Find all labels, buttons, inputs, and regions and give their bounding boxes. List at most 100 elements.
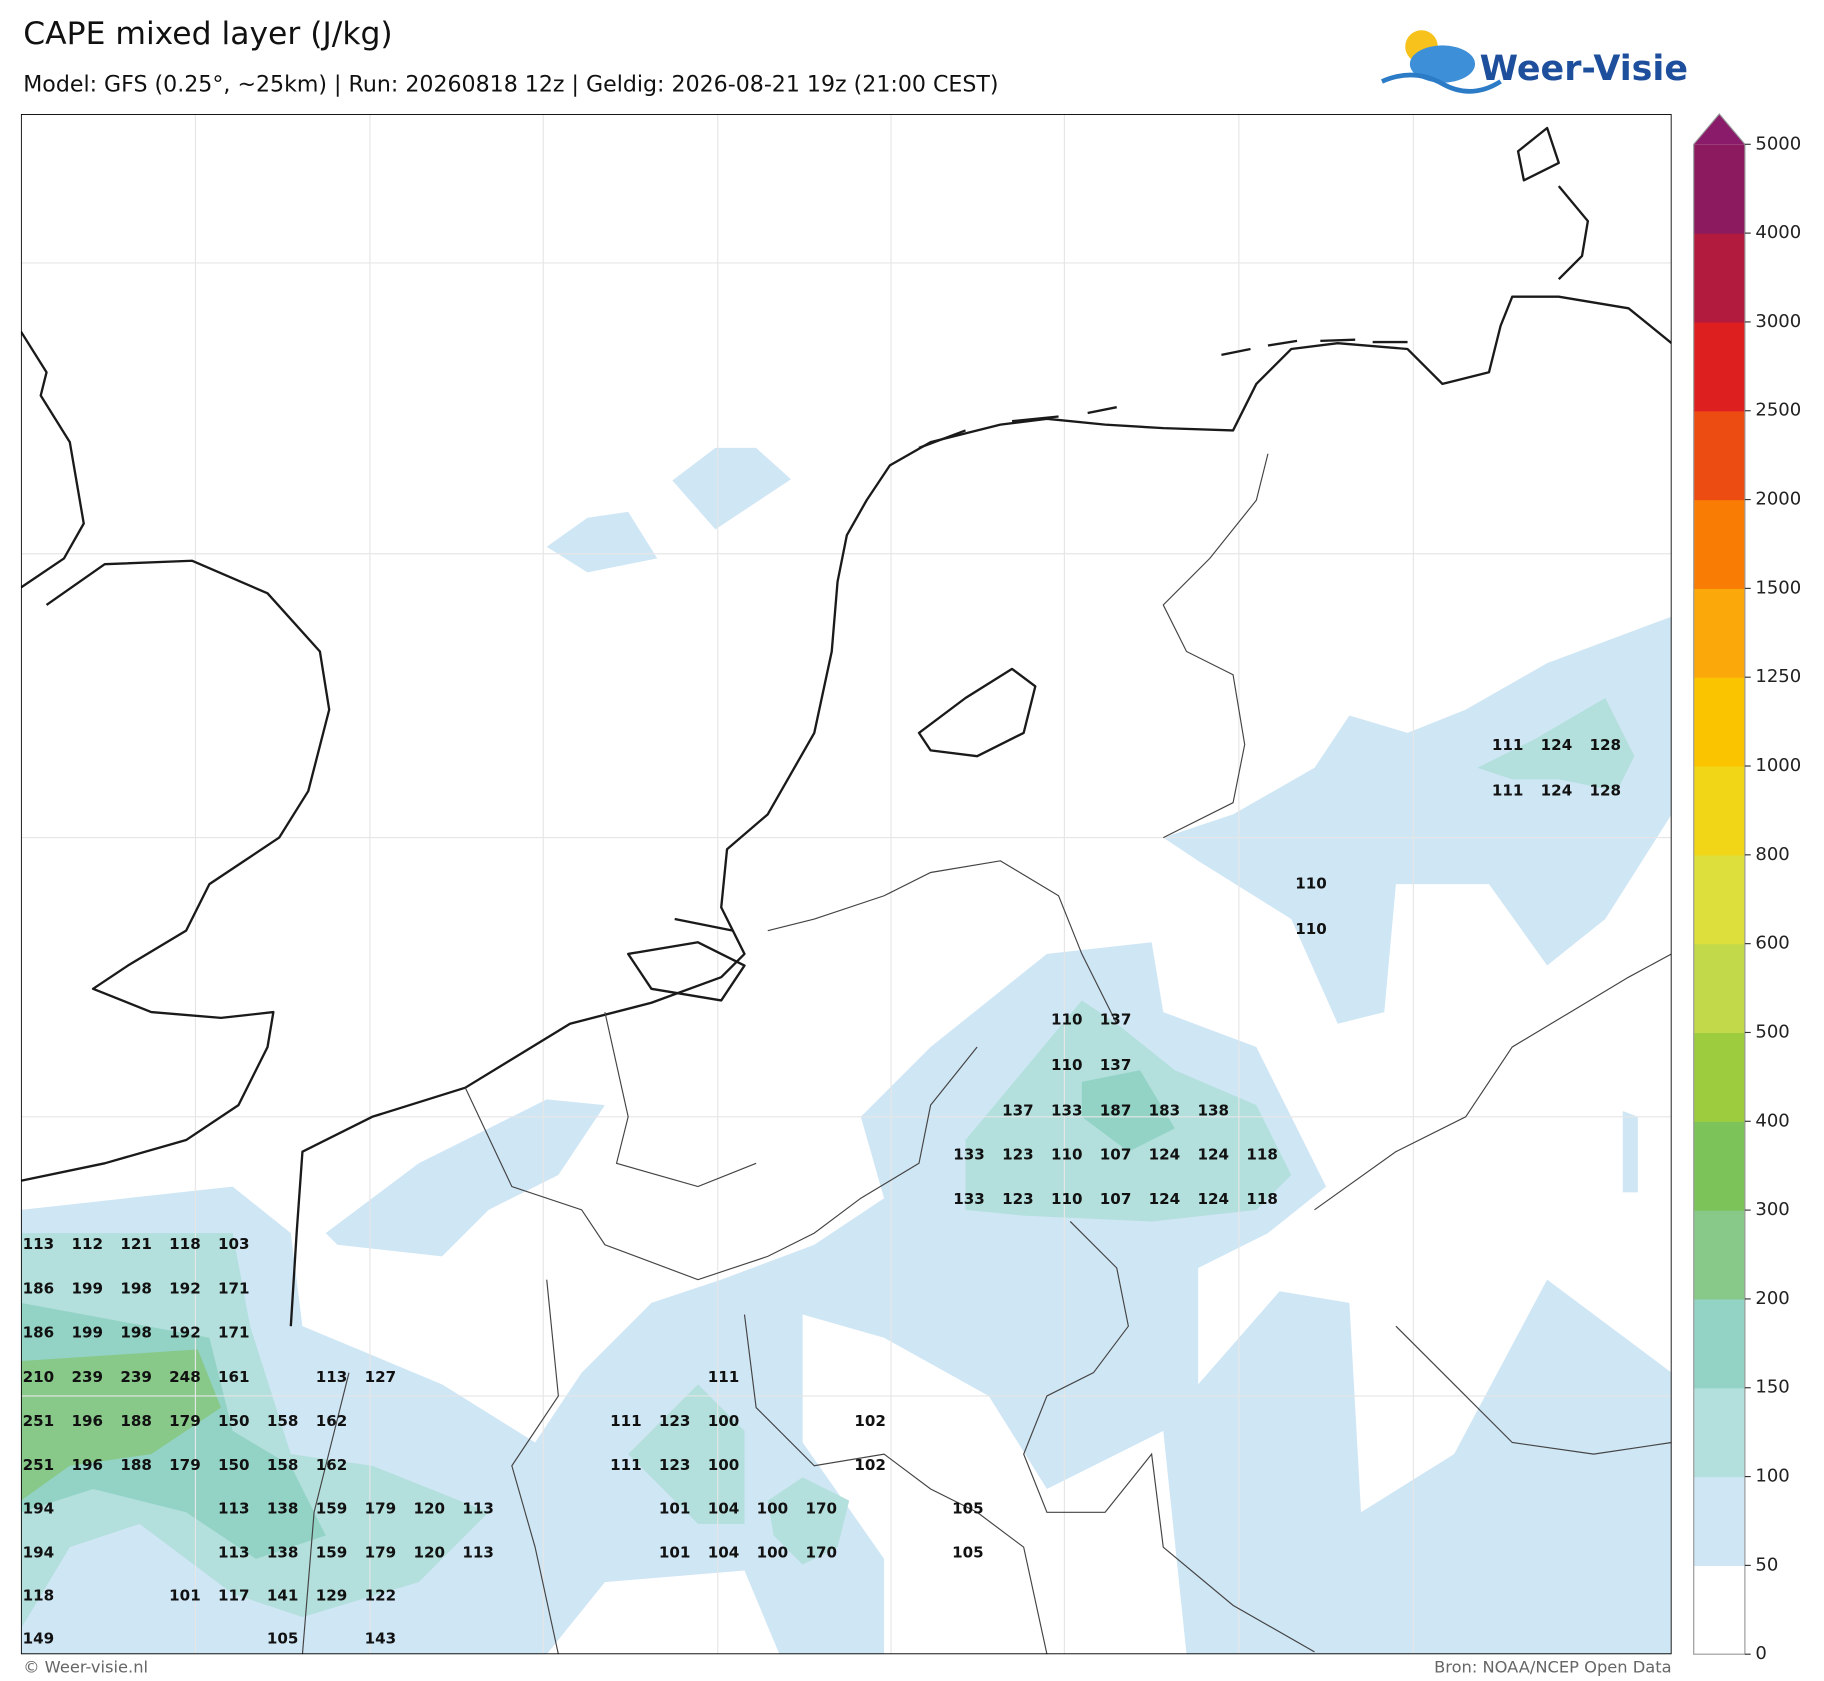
- graticule: [20, 114, 1672, 1655]
- colorbar-tick-label: 1250: [1755, 666, 1801, 687]
- colorbar-tick-label: 400: [1755, 1110, 1789, 1131]
- point-label: 111: [610, 1456, 642, 1474]
- logo-cloud: [1409, 45, 1476, 83]
- point-label: 179: [169, 1412, 201, 1430]
- point-label: 198: [120, 1279, 152, 1297]
- point-label: 183: [1149, 1101, 1181, 1119]
- point-label: 196: [71, 1456, 103, 1474]
- colorbar-tick-label: 1000: [1755, 755, 1801, 776]
- point-label: 128: [1590, 736, 1622, 754]
- point-label: 194: [23, 1544, 55, 1562]
- point-label: 124: [1149, 1190, 1181, 1208]
- point-label: 251: [23, 1456, 55, 1474]
- point-label: 123: [1002, 1190, 1034, 1208]
- colorbar-tick-label: 800: [1755, 844, 1789, 865]
- point-label: 199: [71, 1279, 103, 1297]
- point-label: 105: [952, 1499, 984, 1517]
- point-label: 100: [757, 1544, 789, 1562]
- colorbar-tick-label: 50: [1755, 1554, 1778, 1575]
- point-label: 188: [120, 1456, 152, 1474]
- point-label: 124: [1541, 782, 1573, 800]
- point-label: 113: [218, 1499, 250, 1517]
- point-label: 113: [23, 1235, 55, 1253]
- point-label: 150: [218, 1456, 250, 1474]
- colorbar-tick-label: 0: [1755, 1643, 1766, 1664]
- border: [743, 1314, 1048, 1655]
- point-label: 118: [1246, 1146, 1278, 1164]
- colorbar-tick-label: 300: [1755, 1199, 1789, 1220]
- point-label: 210: [23, 1368, 55, 1386]
- colorbar-segment: [1693, 1210, 1745, 1300]
- point-label: 121: [120, 1235, 152, 1253]
- point-label: 124: [1198, 1146, 1230, 1164]
- point-label: 123: [659, 1456, 691, 1474]
- cape-shading: [20, 447, 1672, 1655]
- shade-50-100: [1163, 616, 1672, 1024]
- copyright: © Weer-visie.nl: [23, 1658, 148, 1677]
- point-label: 171: [218, 1279, 250, 1297]
- point-label: 138: [1198, 1101, 1230, 1119]
- shade-50-100: [672, 447, 792, 530]
- point-label: 110: [1051, 1190, 1083, 1208]
- point-label: 111: [610, 1412, 642, 1430]
- colorbar-tick-label: 2500: [1755, 400, 1801, 421]
- colorbar-segment: [1693, 1298, 1745, 1389]
- logo-wave: [1381, 72, 1502, 94]
- shade-150-200: [1081, 1070, 1175, 1152]
- point-label: 150: [218, 1412, 250, 1430]
- point-label: 123: [659, 1412, 691, 1430]
- border: [767, 860, 1118, 1024]
- coastlines: [20, 126, 1672, 1327]
- point-label: 239: [71, 1368, 103, 1386]
- point-label: 105: [952, 1544, 984, 1562]
- border: [464, 1046, 978, 1281]
- point-label: 170: [805, 1499, 837, 1517]
- colorbar-segment: [1693, 499, 1745, 589]
- border: [604, 1011, 757, 1188]
- point-label: 149: [23, 1630, 55, 1648]
- logo-text: Weer-Visie: [1480, 49, 1688, 89]
- point-label: 187: [1100, 1101, 1132, 1119]
- point-label: 192: [169, 1324, 201, 1342]
- point-label: 118: [169, 1235, 201, 1253]
- point-label: 100: [757, 1499, 789, 1517]
- point-label: 110: [1295, 875, 1327, 893]
- point-label: 102: [854, 1456, 886, 1474]
- point-label: 105: [267, 1630, 299, 1648]
- point-label: 179: [169, 1456, 201, 1474]
- point-label: 158: [267, 1456, 299, 1474]
- point-label: 161: [218, 1368, 250, 1386]
- shade-50-100: [546, 511, 658, 573]
- point-label: 102: [854, 1412, 886, 1430]
- colorbar-segment: [1693, 1476, 1745, 1566]
- point-label: 118: [23, 1587, 55, 1605]
- point-label: 186: [23, 1324, 55, 1342]
- colorbar-segment: [1693, 588, 1745, 678]
- point-label: 111: [1492, 736, 1524, 754]
- shade-50-100: [1622, 1110, 1638, 1193]
- islands: [918, 338, 1408, 449]
- point-label: 192: [169, 1279, 201, 1297]
- point-label: 188: [120, 1412, 152, 1430]
- point-label: 124: [1541, 736, 1573, 754]
- point-label: 112: [71, 1235, 103, 1253]
- point-label: 162: [316, 1412, 348, 1430]
- point-label: 162: [316, 1456, 348, 1474]
- point-label: 101: [169, 1587, 201, 1605]
- colorbar-segment: [1693, 943, 1745, 1034]
- point-label: 133: [953, 1146, 985, 1164]
- point-label: 117: [218, 1587, 250, 1605]
- point-label: 110: [1295, 920, 1327, 938]
- border: [301, 1279, 559, 1655]
- point-label: 120: [413, 1544, 445, 1562]
- point-label: 110: [1051, 1056, 1083, 1074]
- point-label: 110: [1051, 1146, 1083, 1164]
- coastline: [627, 917, 746, 1002]
- point-label: 133: [953, 1190, 985, 1208]
- point-label: 104: [708, 1544, 740, 1562]
- point-label: 111: [1492, 782, 1524, 800]
- colorbar-segment: [1693, 854, 1745, 945]
- point-label: 100: [708, 1412, 740, 1430]
- coastline: [1516, 126, 1590, 281]
